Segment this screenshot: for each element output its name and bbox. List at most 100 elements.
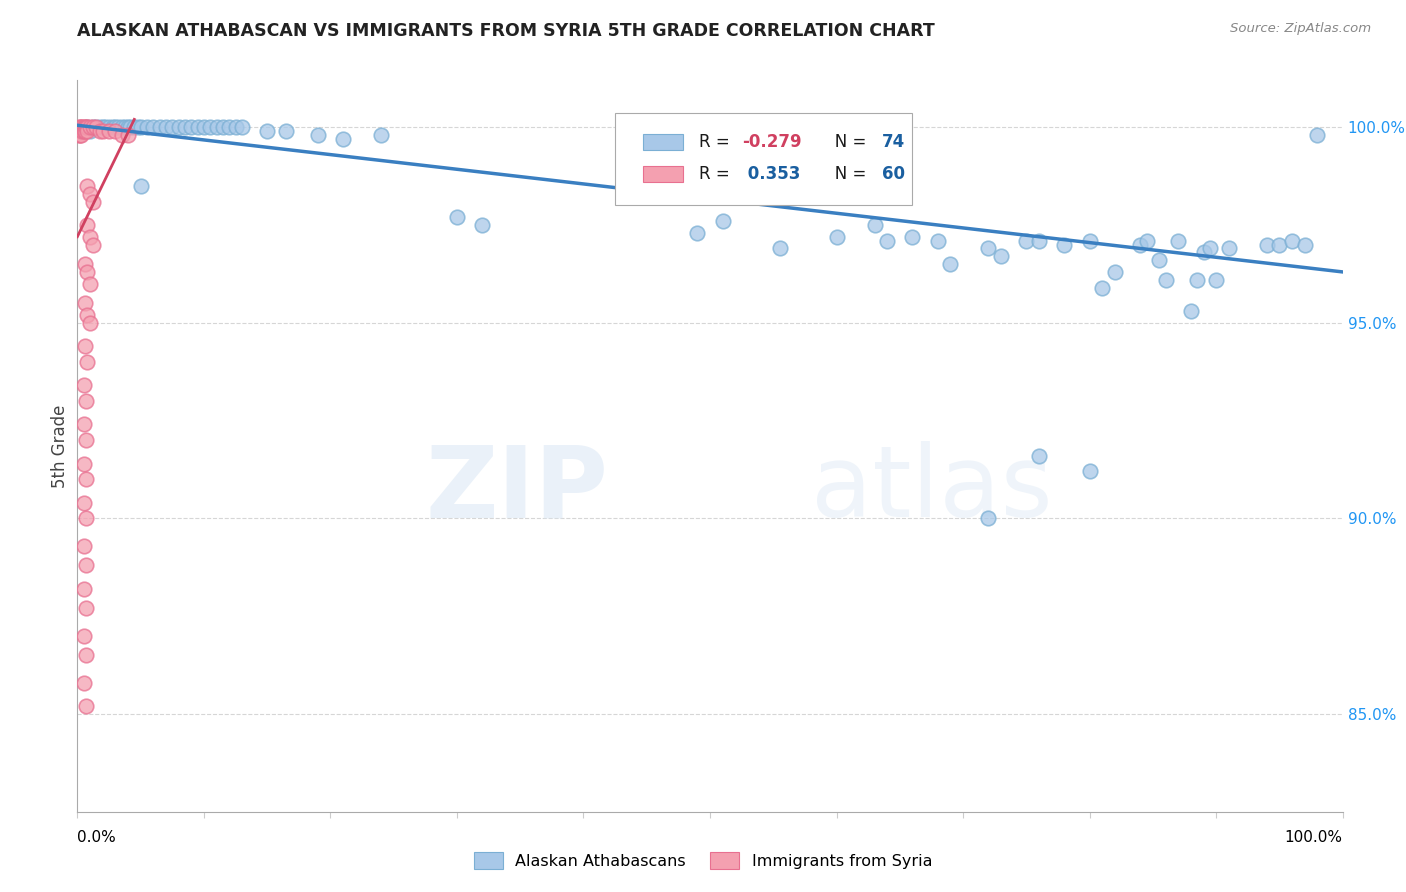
Point	[75, 511, 97, 525]
Point	[82, 120, 104, 135]
Point	[1192, 245, 1215, 260]
Point	[1091, 280, 1114, 294]
Point	[98, 124, 120, 138]
Point	[977, 511, 1000, 525]
Point	[79, 277, 101, 291]
Point	[1154, 273, 1177, 287]
Point	[1180, 304, 1202, 318]
Text: ALASKAN ATHABASCAN VS IMMIGRANTS FROM SYRIA 5TH GRADE CORRELATION CHART: ALASKAN ATHABASCAN VS IMMIGRANTS FROM SY…	[77, 22, 935, 40]
Point	[117, 120, 139, 135]
Point	[1306, 128, 1329, 142]
Point	[769, 242, 792, 256]
Point	[180, 120, 202, 135]
Point	[167, 120, 190, 135]
Point	[225, 120, 247, 135]
Point	[79, 186, 101, 201]
Point	[1078, 465, 1101, 479]
Point	[79, 316, 101, 330]
Y-axis label: 5th Grade: 5th Grade	[51, 404, 69, 488]
Text: ZIP: ZIP	[426, 442, 609, 539]
Point	[200, 120, 222, 135]
Point	[79, 229, 101, 244]
Text: -0.279: -0.279	[742, 134, 801, 152]
Point	[73, 124, 96, 138]
Point	[67, 124, 90, 138]
Point	[446, 210, 468, 224]
Point	[76, 265, 98, 279]
Point	[73, 120, 96, 135]
Point	[1028, 234, 1050, 248]
Text: 0.353: 0.353	[742, 165, 800, 183]
Point	[73, 582, 96, 596]
Point	[75, 601, 97, 615]
Point	[76, 355, 98, 369]
Text: 60: 60	[882, 165, 905, 183]
Point	[75, 699, 97, 714]
Point	[825, 229, 848, 244]
Point	[101, 120, 124, 135]
Point	[149, 120, 172, 135]
Point	[1053, 237, 1076, 252]
Point	[1136, 234, 1159, 248]
Point	[711, 214, 734, 228]
Point	[89, 120, 111, 135]
Point	[124, 120, 146, 135]
Point	[332, 132, 354, 146]
Point	[79, 120, 101, 135]
Point	[876, 234, 898, 248]
Bar	[643, 135, 683, 151]
Text: N =: N =	[818, 134, 872, 152]
Text: R =: R =	[699, 134, 735, 152]
Point	[162, 120, 183, 135]
Point	[927, 234, 949, 248]
Point	[1078, 234, 1101, 248]
Point	[205, 120, 228, 135]
Point	[75, 394, 97, 409]
Point	[73, 257, 96, 271]
Point	[1149, 253, 1171, 268]
Point	[70, 124, 93, 138]
Point	[104, 124, 127, 138]
Point	[86, 120, 108, 135]
Point	[307, 128, 329, 142]
Point	[75, 120, 97, 135]
Point	[82, 194, 104, 209]
Point	[129, 178, 152, 193]
Point	[174, 120, 197, 135]
Point	[75, 558, 97, 573]
Point	[94, 120, 117, 135]
FancyBboxPatch shape	[616, 113, 912, 204]
Point	[256, 124, 278, 138]
Point	[193, 120, 215, 135]
Point	[686, 226, 709, 240]
Point	[72, 124, 94, 138]
Point	[1015, 234, 1038, 248]
Point	[73, 629, 96, 643]
Point	[73, 457, 96, 471]
Point	[471, 218, 494, 232]
Point	[1198, 242, 1220, 256]
Point	[276, 124, 298, 138]
Point	[1167, 234, 1189, 248]
Point	[142, 120, 165, 135]
Point	[901, 229, 924, 244]
Point	[155, 120, 177, 135]
Point	[129, 120, 152, 135]
Point	[218, 120, 240, 135]
Point	[1268, 237, 1291, 252]
Text: N =: N =	[818, 165, 872, 183]
Point	[73, 296, 96, 310]
Point	[82, 237, 104, 252]
Point	[69, 128, 91, 142]
Point	[1129, 237, 1152, 252]
Legend: Alaskan Athabascans, Immigrants from Syria: Alaskan Athabascans, Immigrants from Syr…	[468, 846, 938, 875]
Point	[98, 120, 120, 135]
Point	[107, 120, 129, 135]
Point	[1281, 234, 1303, 248]
Point	[111, 120, 132, 135]
Point	[1104, 265, 1126, 279]
Point	[76, 120, 98, 135]
Point	[136, 120, 159, 135]
Point	[82, 120, 104, 135]
Point	[79, 124, 101, 138]
